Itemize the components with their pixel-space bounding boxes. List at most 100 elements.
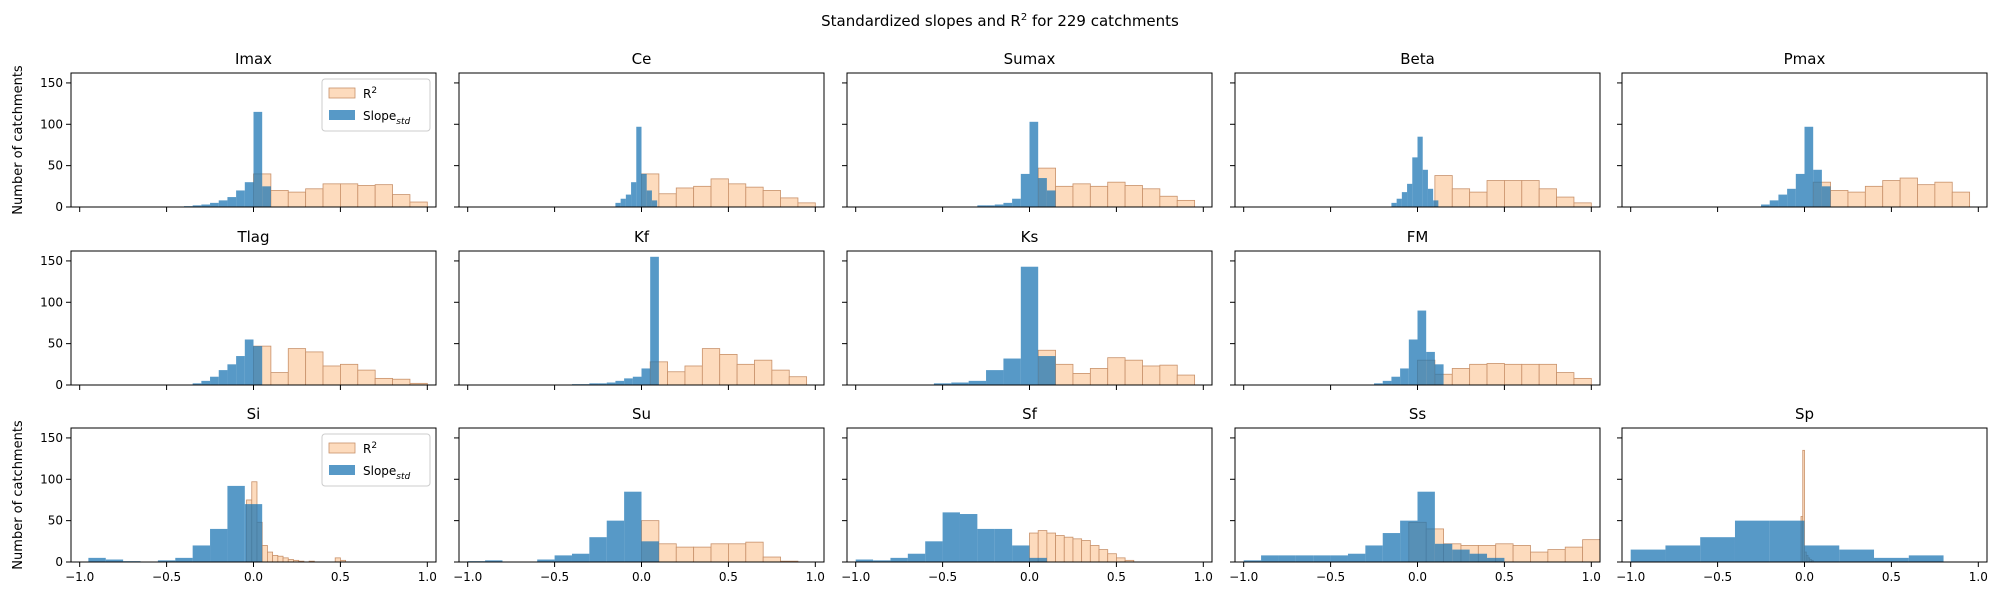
- r2-bar: [754, 359, 773, 386]
- y-tick-label: 150: [40, 76, 63, 90]
- slope-bar: [1434, 364, 1444, 385]
- slope-bar: [1795, 173, 1805, 207]
- slope-bar: [1330, 555, 1348, 562]
- slope-bar: [88, 557, 106, 562]
- slope-bar: [606, 520, 625, 562]
- slope-bar: [977, 205, 987, 207]
- panel-title: Kf: [634, 228, 650, 246]
- slope-bar: [925, 541, 943, 562]
- slope-bar: [244, 504, 263, 562]
- r2-bar: [392, 378, 411, 386]
- r2-bar: [261, 545, 268, 563]
- r2-bar: [1176, 374, 1196, 386]
- r2-bar: [710, 543, 729, 563]
- slope-bar: [1769, 520, 1805, 562]
- x-tick-label: 1.0: [806, 570, 825, 584]
- panel-kf: Kf: [454, 228, 825, 390]
- slope-bar: [1426, 351, 1435, 385]
- r2-bar: [771, 369, 790, 386]
- slope-bar: [631, 182, 637, 207]
- slope-bar: [986, 205, 995, 207]
- slope-bar: [977, 528, 995, 562]
- slope-bar: [1427, 188, 1434, 207]
- slope-bar: [632, 376, 642, 385]
- r2-bar: [1530, 551, 1549, 563]
- panel-ks: Ks: [842, 228, 1213, 390]
- slope-bar: [641, 368, 651, 385]
- panel-tlag: Tlag 0 50 100 150: [40, 228, 437, 392]
- r2-bar: [1142, 188, 1161, 208]
- x-tick-label: −1.0: [841, 570, 870, 584]
- x-tick-label: 0.5: [1495, 570, 1514, 584]
- slope-bar: [1630, 549, 1666, 562]
- r2-legend-swatch: [328, 87, 356, 99]
- r2-bar: [684, 365, 703, 386]
- slope-bar: [1382, 533, 1401, 562]
- r2-bar: [1538, 188, 1557, 208]
- panel-title: FM: [1407, 228, 1429, 246]
- r2-bar: [1037, 530, 1048, 563]
- r2-bar: [1116, 557, 1126, 563]
- slope-bar: [1839, 549, 1875, 562]
- slope-bar: [1374, 383, 1383, 385]
- x-tick-label: −1.0: [65, 570, 94, 584]
- r2-bar: [675, 187, 695, 208]
- r2-bar: [1046, 532, 1056, 563]
- y-tick-label: 150: [40, 254, 63, 268]
- r2-bar: [667, 371, 686, 386]
- panel-pmax: Pmax: [1617, 50, 1988, 212]
- r2-bar: [1830, 190, 1849, 208]
- slope-bar: [244, 339, 254, 385]
- r2-bar: [1124, 359, 1143, 386]
- r2-bar: [736, 363, 755, 386]
- slope-bar: [192, 545, 211, 562]
- slope-bar: [1408, 339, 1418, 385]
- x-tick-label: 0.5: [331, 570, 350, 584]
- panel-su: Su −1.0 −0.5 0.0 0.5 1.0: [453, 405, 825, 584]
- r2-bar: [1142, 365, 1161, 386]
- slope-bar: [1012, 198, 1021, 207]
- slope-bar: [641, 173, 647, 207]
- r2-bar: [392, 194, 411, 208]
- r2-bar: [1072, 538, 1083, 563]
- slope-bar: [1769, 200, 1779, 207]
- r2-bar: [287, 348, 307, 386]
- r2-bar: [1176, 199, 1196, 208]
- slope-bar: [1452, 549, 1470, 562]
- r2-bar: [762, 556, 781, 563]
- slope-bar: [598, 383, 607, 385]
- r2-legend-label: R2: [363, 86, 377, 101]
- y-tick-label: 100: [40, 472, 63, 486]
- y-tick-label: 0: [55, 555, 63, 569]
- r2-bar: [374, 377, 393, 386]
- slope-bar: [1700, 537, 1735, 562]
- r2-bar: [658, 543, 677, 563]
- slope-bar: [1365, 545, 1383, 562]
- slope-bar: [1038, 356, 1056, 385]
- slope-bar: [1734, 520, 1770, 562]
- r2-bar: [1556, 196, 1575, 208]
- slope-bar: [620, 198, 626, 207]
- x-tick-label: −0.5: [1316, 570, 1345, 584]
- r2-bar: [797, 202, 816, 208]
- r2-bar: [1089, 185, 1109, 208]
- r2-bar: [1504, 180, 1523, 208]
- slope-bar: [636, 126, 642, 207]
- r2-bar: [1159, 195, 1178, 208]
- slope-bar: [646, 190, 652, 207]
- r2-bar: [1899, 177, 1918, 208]
- slope-bar: [253, 111, 263, 207]
- slope-bar: [1003, 202, 1013, 207]
- r2-bar: [357, 369, 376, 386]
- panel-si: Si −1.0 −0.5 0.0 0.5 1.0 0 50 100 150 Number of ca…: [11, 405, 437, 584]
- slope-bar: [1761, 204, 1770, 207]
- r2-bar: [1934, 181, 1953, 208]
- r2-bar: [728, 543, 747, 563]
- slope-bar: [262, 186, 271, 207]
- slope-bar: [873, 560, 891, 562]
- slope-bar: [650, 256, 659, 385]
- r2-bar: [1951, 191, 1971, 208]
- panel-title: Tlag: [236, 228, 269, 246]
- x-tick-label: 1.0: [1969, 570, 1988, 584]
- slope-bar: [1038, 178, 1047, 207]
